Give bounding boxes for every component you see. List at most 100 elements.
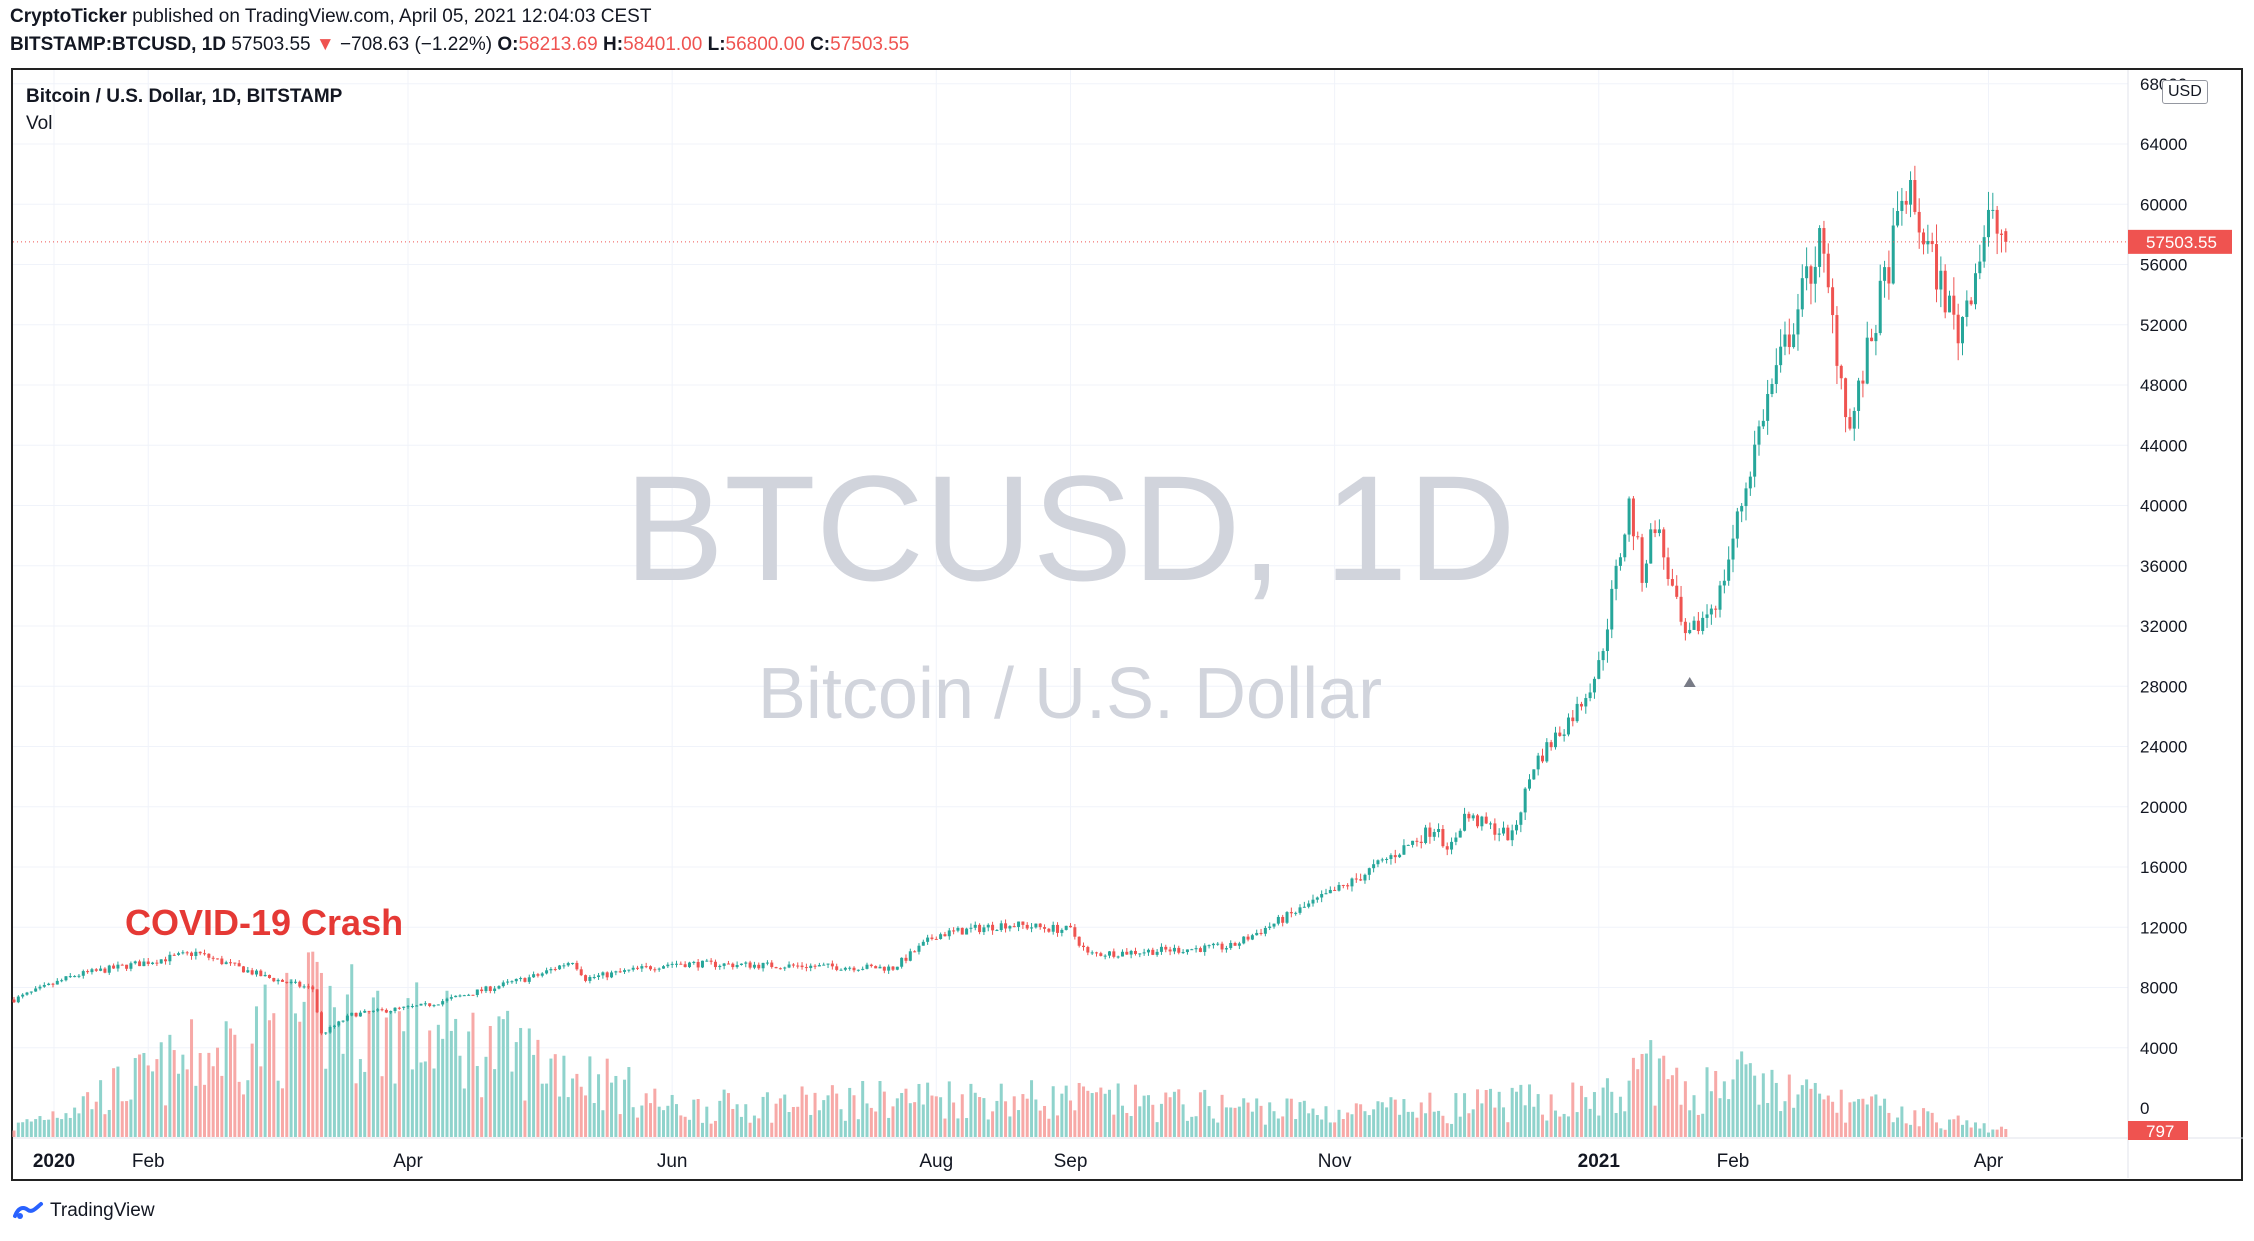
candle-body [1727,559,1731,581]
candle-body [1181,952,1185,954]
candle-body [991,924,995,931]
candle-body [129,963,133,969]
candle-body [1164,946,1168,950]
candle-body [640,966,644,969]
candle-body [973,924,977,928]
volume-bar [280,1088,284,1137]
volume-bar [657,1106,661,1137]
volume-bar [1146,1095,1150,1137]
volume-bar [1870,1096,1874,1137]
candle-body [34,988,38,992]
candle-body [441,1001,445,1005]
candle-body [1926,241,1930,245]
volume-bar [1069,1100,1073,1137]
candle-body [488,986,492,991]
volume-bar [332,1007,336,1137]
candle-body [597,975,601,978]
volume-bar [731,1108,735,1137]
volume-bar [575,1073,579,1137]
candle-body [1484,816,1488,824]
candle-body [12,999,16,1003]
candle-body [1748,476,1752,489]
volume-bar [1476,1089,1480,1137]
candle-body [1909,180,1913,205]
candle-body [1545,742,1549,762]
volume-bar [1943,1129,1947,1137]
volume-bar [614,1075,618,1137]
candle-body [1159,946,1163,952]
candle-body [1086,947,1090,953]
y-tick-label: 0 [2140,1099,2149,1118]
candle-body [1792,334,1796,348]
volume-bar [969,1083,973,1137]
candle-body [207,953,211,958]
candle-body [1359,879,1363,881]
volume-bar [796,1106,800,1137]
candle-body [1185,949,1189,953]
volume-bar [549,1058,553,1137]
candle-body [1861,380,1865,384]
candle-body [1008,926,1012,929]
candle-body [1891,225,1895,284]
ohlc-bar: BITSTAMP:BTCUSD, 1D 57503.55 ▼ −708.63 (… [10,34,909,56]
candle-body [1216,943,1220,945]
volume-bar [1774,1082,1778,1137]
chart-frame[interactable] [11,68,2243,1181]
volume-bar [1311,1108,1315,1137]
volume-bar [328,985,332,1137]
candle-body [1956,314,1960,344]
volume-bar [1393,1099,1397,1137]
volume-bar [177,1073,181,1137]
candle-body [1662,529,1666,558]
volume-bar [467,1031,471,1137]
volume-bar [1354,1103,1358,1137]
volume-bar [337,1025,341,1137]
candle-body [1744,488,1748,507]
candle-body [1069,925,1073,928]
candle-body [1190,949,1194,951]
candle-body [155,962,159,964]
volume-bar [1731,1079,1735,1137]
candle-body [804,967,808,969]
candle-body [298,981,302,987]
tradingview-footer[interactable]: TradingView [12,1200,155,1222]
volume-bar [1852,1101,1856,1137]
volume-bar [817,1110,821,1137]
candle-body [1510,830,1514,841]
candle-body [1627,498,1631,535]
volume-bar [1073,1110,1077,1137]
candle-body [1112,951,1116,957]
volume-bar [1809,1088,1813,1137]
volume-bar [1601,1087,1605,1137]
volume-bar [315,961,319,1137]
volume-bar [81,1096,85,1137]
candle-body [216,958,220,960]
candle-body [306,986,310,988]
candle-body [1458,830,1462,838]
volume-bar [159,1042,163,1137]
volume-bar [1597,1115,1601,1137]
candle-body [900,957,904,967]
volume-legend[interactable]: Vol [26,113,53,134]
candle-body [1982,237,1986,262]
volume-bar [804,1094,808,1137]
volume-bar [1289,1098,1293,1137]
candle-body [601,972,605,976]
volume-bar [636,1117,640,1137]
volume-bar [1796,1094,1800,1137]
candle-body [1012,926,1016,928]
candle-body [982,927,986,933]
candle-body [1670,579,1674,586]
candle-body [1103,955,1107,957]
last-price: 57503.55 [231,34,311,55]
candle-body [1463,813,1467,831]
volume-bar [878,1081,882,1137]
volume-bar [1636,1069,1640,1137]
volume-bar [1480,1103,1484,1137]
candle-body [1848,417,1852,429]
currency-badge[interactable]: USD [2162,80,2208,104]
volume-bar [1337,1109,1341,1137]
candle-body [458,995,462,997]
volume-bar [389,1012,393,1137]
